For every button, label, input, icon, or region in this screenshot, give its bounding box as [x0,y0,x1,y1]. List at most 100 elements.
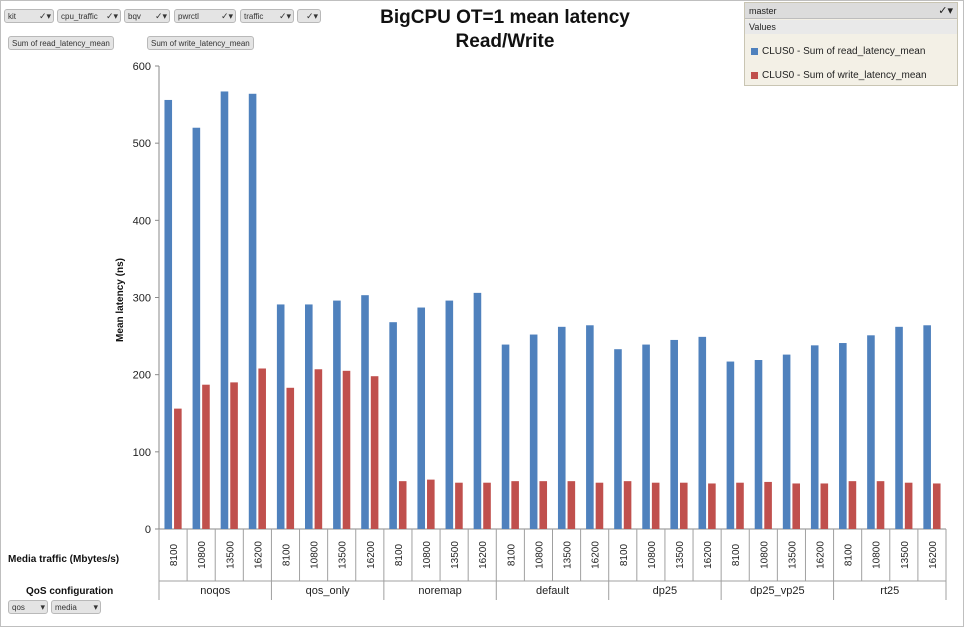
y-tick-label: 300 [133,293,151,305]
bar-read [529,334,538,529]
bar-write [230,382,238,529]
bar-read [389,322,397,529]
bar-write [258,368,266,529]
y-tick-label: 100 [133,447,151,459]
x-tick-label: 16200 [253,541,264,569]
group-label: rt25 [880,585,899,597]
bar-write [904,482,913,529]
x-tick-label: 13500 [900,541,911,569]
x-tick-label: 13500 [563,541,574,569]
filter-extra[interactable]: ✓▾ [297,9,321,23]
bar-write [174,408,182,529]
filter-cpu-traffic-label: cpu_traffic [61,12,98,21]
value-field-read[interactable]: Sum of read_latency_mean [8,36,114,50]
filter-kit-label: kit [8,12,16,21]
legend-item-read: CLUS0 - Sum of read_latency_mean [751,45,925,59]
legend-swatch-write [751,71,758,79]
bar-read [867,335,875,529]
bar-read [220,91,229,529]
y-tick-label: 600 [133,61,151,73]
bar-read [726,361,735,529]
bar-read [810,345,819,529]
funnel-check-icon[interactable]: ✓▾ [105,11,118,21]
bar-write [848,481,857,529]
bar-write [483,482,491,529]
x-tick-label: 8100 [731,543,742,566]
bar-read [698,336,707,529]
y-tick-label: 400 [133,215,151,227]
value-field-write[interactable]: Sum of write_latency_mean [147,36,254,50]
funnel-check-icon[interactable]: ✓▾ [305,11,318,21]
funnel-check-icon[interactable]: ✓▾ [220,11,233,21]
bar-write [455,482,463,529]
x-tick-label: 16200 [816,541,827,569]
x-tick-label: 8100 [281,543,292,566]
bar-read [895,326,903,529]
bar-read [642,344,650,529]
funnel-check-icon[interactable]: ✓▾ [38,11,51,21]
group-label: qos_only [306,585,351,597]
filter-pwrctl-label: pwrctl [178,12,199,21]
bar-read [445,300,454,529]
bar-read [333,300,341,529]
x-tick-label: 13500 [787,541,798,569]
qos-configuration-label: QoS configuration [26,586,113,597]
x-tick-label: 16200 [928,541,939,569]
bar-read [417,307,426,529]
qos-field-button[interactable]: qos ▾ [8,600,48,614]
dropdown-arrow-icon[interactable]: ▾ [93,602,98,612]
x-tick-label: 10800 [197,541,208,569]
funnel-check-icon[interactable]: ✓▾ [938,5,953,17]
dropdown-arrow-icon[interactable]: ▾ [40,602,45,612]
filter-pwrctl[interactable]: pwrctl ✓▾ [174,9,236,23]
x-tick-label: 8100 [506,543,517,566]
bar-read [276,304,285,529]
bar-write [398,481,407,529]
bar-write [202,384,210,529]
media-traffic-label: Media traffic (Mbytes/s) [8,554,119,565]
chart-title-line2: Read/Write [455,31,555,52]
x-tick-label: 8100 [169,543,180,566]
bar-write [286,387,295,529]
legend[interactable]: master ✓▾ Values CLUS0 - Sum of read_lat… [744,2,958,86]
funnel-check-icon[interactable]: ✓▾ [278,11,291,21]
bar-read [361,295,369,529]
legend-header-label: master [749,6,777,16]
y-tick-label: 500 [133,138,151,150]
x-tick-label: 10800 [759,541,770,569]
filter-traffic[interactable]: traffic ✓▾ [240,9,294,23]
x-tick-label: 16200 [591,541,602,569]
bar-read [839,343,847,529]
bar-read [192,127,201,529]
bar-read [670,339,678,529]
legend-item-read-label: CLUS0 - Sum of read_latency_mean [762,46,926,57]
funnel-check-icon[interactable]: ✓▾ [154,11,167,21]
bar-write [792,483,800,529]
filter-bqv[interactable]: bqv ✓▾ [124,9,170,23]
legend-swatch-read [751,47,758,55]
bar-read [586,325,594,529]
filter-traffic-label: traffic [244,12,264,21]
x-tick-label: 8100 [394,543,405,566]
bar-write [567,481,576,529]
x-tick-label: 10800 [872,541,883,569]
x-tick-label: 8100 [619,543,630,566]
filter-kit[interactable]: kit ✓▾ [4,9,54,23]
media-field-label: media [55,603,77,612]
y-tick-label: 200 [133,370,151,382]
bar-write [427,479,435,529]
x-tick-label: 16200 [478,541,489,569]
filter-cpu-traffic[interactable]: cpu_traffic ✓▾ [57,9,121,23]
media-field-button[interactable]: media ▾ [51,600,101,614]
bar-write [679,482,688,529]
bar-write [511,481,519,529]
group-label: dp25_vp25 [750,585,804,597]
bar-read [473,292,482,529]
bar-write [764,481,772,529]
legend-header[interactable]: master ✓▾ [745,3,957,19]
x-tick-label: 16200 [703,541,714,569]
x-tick-label: 13500 [338,541,349,569]
legend-subheader: Values [745,20,957,34]
